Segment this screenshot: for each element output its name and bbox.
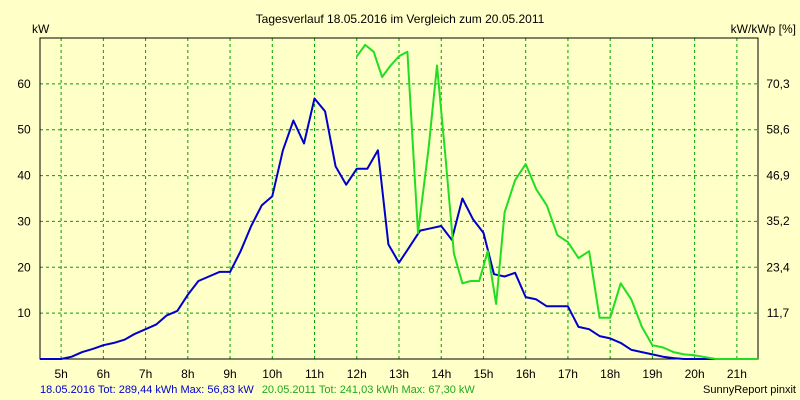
x-tick-label: 21h bbox=[727, 367, 747, 381]
y-axis-left-label: kW bbox=[32, 22, 50, 36]
x-axis-ticks: 5h 6h 7h 8h 9h 10h 11h 12h 13h 14h 15h 16h 17h 18h 19h… bbox=[54, 367, 746, 381]
x-tick-label: 12h bbox=[347, 367, 367, 381]
legend-series-2011: 20.05.2011 Tot: 241,03 kWh Max: 67,30 kW bbox=[262, 384, 476, 396]
series-line-2011 bbox=[355, 43, 758, 360]
y-axis-right-ticks: 11,7 23,4 35,2 46,9 58,6 70,3 bbox=[766, 77, 790, 320]
y-left-tick-label: 10 bbox=[17, 306, 31, 320]
y-right-tick-label: 46,9 bbox=[766, 168, 790, 182]
y-right-tick-label: 58,6 bbox=[766, 123, 790, 137]
plot-border bbox=[39, 37, 759, 360]
y-left-tick-label: 60 bbox=[17, 77, 31, 91]
x-tick-label: 19h bbox=[642, 367, 662, 381]
x-tick-label: 20h bbox=[685, 367, 705, 381]
series-line-2016 bbox=[40, 97, 716, 360]
x-tick-label: 18h bbox=[600, 367, 620, 381]
x-tick-label: 17h bbox=[558, 367, 578, 381]
x-tick-label: 9h bbox=[223, 367, 236, 381]
y-left-tick-label: 50 bbox=[17, 123, 31, 137]
y-right-tick-label: 11,7 bbox=[767, 306, 790, 320]
footer-credit: SunnyReport pinxit bbox=[703, 384, 796, 396]
y-axis-right-label: kW/kWp [%] bbox=[731, 22, 796, 36]
y-right-tick-label: 35,2 bbox=[766, 214, 790, 228]
x-tick-label: 7h bbox=[139, 367, 152, 381]
x-tick-label: 13h bbox=[389, 367, 409, 381]
x-tick-label: 10h bbox=[262, 367, 282, 381]
y-right-tick-label: 23,4 bbox=[766, 260, 790, 274]
x-tick-label: 16h bbox=[516, 367, 536, 381]
y-left-tick-label: 30 bbox=[17, 214, 31, 228]
x-tick-label: 14h bbox=[431, 367, 451, 381]
x-tick-label: 6h bbox=[97, 367, 110, 381]
x-tick-label: 8h bbox=[181, 367, 194, 381]
x-tick-label: 5h bbox=[54, 367, 67, 381]
chart-grid bbox=[40, 38, 758, 359]
y-left-tick-label: 40 bbox=[17, 169, 31, 183]
y-left-tick-label: 20 bbox=[17, 260, 31, 274]
chart-series bbox=[40, 43, 758, 360]
legend-series-2016: 18.05.2016 Tot: 289,44 kWh Max: 56,83 kW bbox=[40, 384, 254, 396]
y-right-tick-label: 70,3 bbox=[766, 77, 790, 91]
chart-title: Tagesverlauf 18.05.2016 im Vergleich zum… bbox=[256, 12, 545, 26]
x-tick-label: 15h bbox=[473, 367, 493, 381]
footer-legend: 18.05.2016 Tot: 289,44 kWh Max: 56,83 kW… bbox=[40, 380, 475, 397]
x-tick-label: 11h bbox=[305, 367, 324, 381]
y-axis-left-ticks: 10 20 30 40 50 60 bbox=[17, 77, 31, 320]
